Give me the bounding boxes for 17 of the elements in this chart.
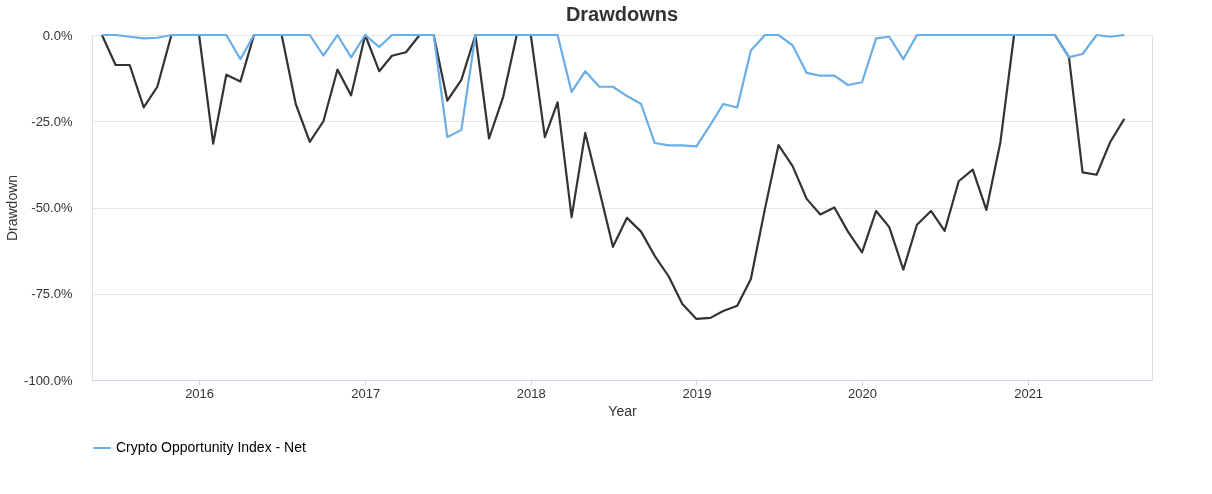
y-tick-label: -75.0% — [31, 286, 73, 302]
y-tick-label: 0.0% — [42, 27, 73, 43]
x-tick-label: 2016 — [185, 385, 215, 401]
x-tick-label: 2020 — [848, 385, 877, 401]
chart-title: Drawdowns — [565, 3, 679, 25]
x-tick-label: 2018 — [516, 385, 546, 401]
x-tick-label: 2019 — [682, 385, 712, 401]
y-axis-title: Drawdown — [4, 174, 21, 242]
x-tick-label: 2017 — [351, 385, 381, 401]
x-tick-label: 2021 — [1014, 385, 1044, 401]
y-tick-label: -50.0% — [31, 200, 73, 215]
line-series — [100, 33, 1126, 321]
y-tick-label: -25.0% — [31, 113, 73, 129]
y-tick-label: -100.0% — [24, 372, 73, 388]
line-series — [100, 33, 1126, 148]
legend-label: Crypto Opportunity Index - Net — [116, 439, 306, 455]
x-axis-title: Year — [608, 402, 637, 419]
